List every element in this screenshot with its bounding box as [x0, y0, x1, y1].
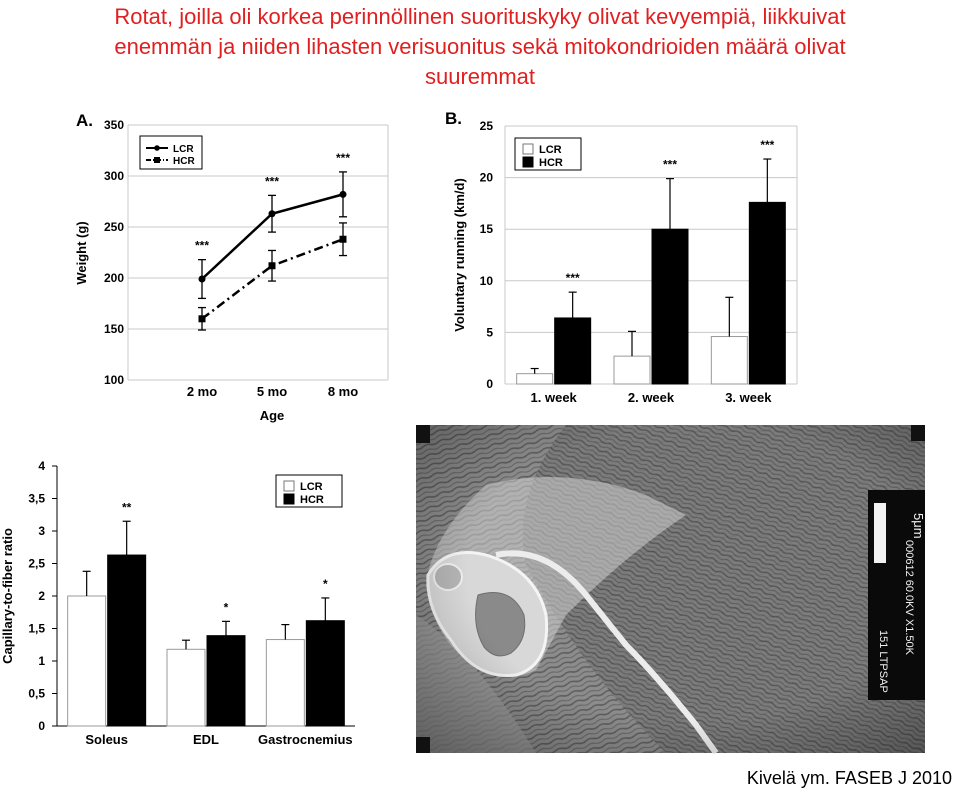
micrograph-corner-bl — [416, 737, 430, 753]
y-tick-c-0: 0 — [38, 719, 45, 733]
micrograph-corner-tl — [416, 425, 430, 443]
y-tick-b-2: 10 — [480, 274, 494, 288]
bar-c-lcr-1 — [166, 648, 206, 727]
legend-c-label-lcr: LCR — [300, 481, 323, 493]
legend-a-label-hcr: HCR — [173, 156, 195, 167]
y-tick-b-0: 0 — [486, 377, 493, 391]
legend-b-swatch-hcr — [522, 156, 534, 168]
bar-c-lcr-0 — [67, 595, 107, 727]
point-a-hcr-2 — [339, 235, 347, 243]
significance-b-2: *** — [760, 138, 774, 152]
y-axis-label-c: Capillary-to-fiber ratio — [0, 528, 15, 664]
muscle-electron-micrograph: 5μm 151 LTPSAP 000612 60.0KV X1.50K — [416, 425, 926, 755]
bar-c-lcr-2 — [265, 639, 305, 727]
y-tick-c-4: 2 — [38, 589, 45, 603]
bar-b-lcr-2 — [710, 336, 748, 385]
y-tick-c-5: 2,5 — [28, 557, 45, 571]
panel-label-a: A. — [76, 111, 93, 130]
significance-a-1: *** — [265, 174, 279, 188]
legend-a-marker-hcr — [154, 157, 160, 163]
y-tick-c-8: 4 — [38, 459, 45, 473]
point-a-lcr-2 — [339, 190, 347, 198]
point-a-hcr-1 — [268, 262, 276, 270]
micrograph-corner-tr — [911, 425, 925, 441]
bar-b-hcr-2 — [748, 201, 786, 385]
bar-c-hcr-0 — [107, 554, 147, 727]
y-tick-c-1: 0,5 — [28, 687, 45, 701]
significance-b-0: *** — [566, 271, 580, 285]
significance-a-0: *** — [195, 239, 209, 253]
y-tick-c-3: 1,5 — [28, 622, 45, 636]
x-tick-b-2: 3. week — [725, 390, 772, 405]
y-tick-a-1: 150 — [104, 322, 124, 336]
legend-b-label-lcr: LCR — [539, 144, 562, 156]
slide-title: Rotat, joilla oli korkea perinnöllinen s… — [0, 2, 960, 92]
micrograph-scale-label: 5μm — [911, 513, 926, 539]
y-tick-a-0: 100 — [104, 373, 124, 387]
panel-label-b: B. — [445, 109, 462, 128]
y-tick-b-3: 15 — [480, 222, 494, 236]
legend-a-box — [139, 135, 203, 170]
point-a-hcr-0 — [198, 315, 206, 323]
y-tick-a-3: 250 — [104, 220, 124, 234]
legend-c-swatch-lcr — [283, 480, 295, 492]
series-line-hcr — [201, 238, 344, 320]
title-line-3: suuremmat — [424, 64, 536, 89]
bar-c-hcr-1 — [206, 635, 246, 727]
title-line-1: Rotat, joilla oli korkea perinnöllinen s… — [114, 4, 846, 29]
title-line-2: enemmän ja niiden lihasten verisuonitus … — [114, 34, 846, 59]
y-tick-a-4: 300 — [104, 169, 124, 183]
legend-a-label-lcr: LCR — [173, 144, 194, 155]
micrograph-code-2: 000612 60.0KV X1.50K — [903, 540, 915, 656]
bar-b-hcr-1 — [651, 228, 689, 385]
y-axis-label-a: Weight (g) — [74, 221, 89, 284]
x-tick-a-2: 8 mo — [328, 384, 358, 399]
x-tick-c-0: Soleus — [85, 732, 128, 747]
y-tick-b-5: 25 — [480, 119, 494, 133]
significance-b-1: *** — [663, 158, 677, 172]
point-a-lcr-1 — [268, 210, 276, 218]
legend-c-label-hcr: HCR — [300, 494, 324, 506]
legend-b-label-hcr: HCR — [539, 157, 563, 169]
x-tick-a-1: 5 mo — [257, 384, 287, 399]
y-tick-b-1: 5 — [486, 325, 493, 339]
micrograph-vignette — [416, 425, 925, 753]
x-tick-c-2: Gastrocnemius — [258, 732, 353, 747]
significance-a-2: *** — [336, 151, 350, 165]
citation: Kivelä ym. FASEB J 2010 — [746, 768, 952, 788]
legend-b-swatch-lcr — [522, 143, 534, 155]
y-tick-a-2: 200 — [104, 271, 124, 285]
micrograph-scale-bar — [874, 503, 886, 563]
y-tick-c-2: 1 — [38, 654, 45, 668]
x-axis-label-a: Age — [260, 408, 285, 423]
y-tick-c-6: 3 — [38, 524, 45, 538]
point-a-lcr-0 — [198, 275, 206, 283]
bar-b-hcr-0 — [554, 317, 592, 385]
x-tick-b-1: 2. week — [628, 390, 675, 405]
y-tick-b-4: 20 — [480, 171, 494, 185]
bar-c-hcr-2 — [305, 620, 345, 727]
x-tick-c-1: EDL — [193, 732, 219, 747]
significance-c-2: * — [323, 577, 328, 591]
y-tick-c-7: 3,5 — [28, 492, 45, 506]
legend-a-marker-lcr — [154, 145, 160, 151]
significance-c-1: * — [224, 600, 229, 614]
legend-c-swatch-hcr — [283, 493, 295, 505]
x-tick-a-0: 2 mo — [187, 384, 217, 399]
y-axis-label-b: Voluntary running (km/d) — [452, 178, 467, 332]
y-tick-a-5: 350 — [104, 118, 124, 132]
x-tick-b-0: 1. week — [531, 390, 578, 405]
significance-c-0: ** — [122, 500, 132, 514]
micrograph-code-1: 151 LTPSAP — [877, 630, 889, 693]
